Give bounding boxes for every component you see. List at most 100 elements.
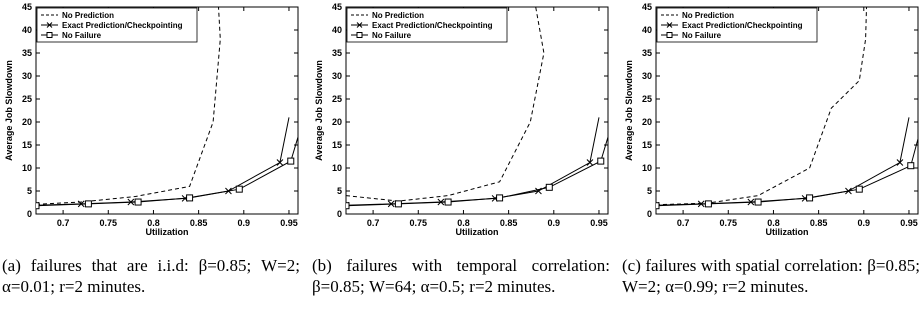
y-tick-label: 40 [642,25,652,35]
x-tick-label: 0.95 [900,218,918,228]
y-tick-label: 30 [22,71,32,81]
data-point-square-marker [806,194,814,202]
series-line-no-failure [656,136,918,207]
data-point-square-marker [186,194,194,202]
x-tick-label: 0.95 [280,218,298,228]
legend-label: No Failure [62,31,102,40]
y-tick-label: 10 [332,163,342,173]
series-line-exact-prediction-checkpointing [656,117,910,206]
y-tick-label: 35 [332,48,342,58]
legend-label: Exact Prediction/Checkpointing [682,21,803,30]
x-axis-label: Utilization [146,227,189,237]
data-point-square-marker [346,202,350,210]
x-tick-label: 0.75 [720,218,738,228]
series-line-exact-prediction-checkpointing [36,117,290,206]
data-point-square-marker [704,200,712,208]
legend-label: No Prediction [372,11,424,20]
y-tick-label: 10 [22,163,32,173]
data-point-square-marker [656,202,660,210]
data-point-x-marker [276,159,284,166]
legend-label: No Failure [372,31,412,40]
legend-marker-x [356,22,363,28]
series-group [346,7,608,210]
legend-marker-x [46,22,53,28]
y-tick-label: 20 [22,117,32,127]
plot-frame [35,6,299,215]
x-tick-label: 0.9 [548,218,561,228]
legend-marker-x [666,22,673,28]
data-point-square-marker [394,200,402,208]
y-tick-label: 15 [642,140,652,150]
y-tick-label: 25 [642,94,652,104]
y-axis-label: Average Job Slowdown [624,60,634,161]
legend-label: Exact Prediction/Checkpointing [372,21,493,30]
data-point-square-marker [907,162,915,170]
caption-c: (c) failures with spatial correlation: β… [622,256,920,296]
legend-label: No Prediction [62,11,114,20]
x-tick-label: 0.7 [57,218,70,228]
y-tick-label: 20 [332,117,342,127]
data-point-square-marker [754,198,762,206]
data-point-square-marker [134,198,142,206]
y-tick-label: 40 [22,25,32,35]
y-axis-label: Average Job Slowdown [4,60,14,161]
series-line-no-failure [36,135,298,207]
x-axis-label: Utilization [766,227,809,237]
data-point-square-marker [235,185,243,193]
y-tick-label: 30 [642,71,652,81]
series-line-no-prediction [36,7,221,205]
x-tick-label: 0.7 [677,218,690,228]
legend-box [36,7,198,43]
caption-a: (a) failures that are i.i.d: β=0.85; W=2… [2,256,300,296]
y-tick-label: 40 [332,25,342,35]
y-tick-label: 0 [647,209,652,219]
chart-b: 0 5 10 15 20 25 30 35 40 45 0.7 0.75 0.8 0.85 0.9 0.95 U… [314,2,609,237]
y-tick-label: 5 [647,186,652,196]
plot-frame [655,6,919,215]
plot-frame [345,6,609,215]
chart-c: 0 5 10 15 20 25 30 35 40 45 0.7 0.75 0.8 0.85 0.9 0.95 U… [624,2,919,237]
legend-marker-square [356,32,363,38]
x-tick-label: 0.85 [500,218,518,228]
x-tick-label: 0.75 [410,218,428,228]
legend-label: No Prediction [682,11,734,20]
x-tick-label: 0.7 [367,218,380,228]
data-point-square-marker [84,200,92,208]
caption-b: (b) failures with temporal correlation: … [312,256,610,296]
data-point-square-marker [545,183,553,191]
x-axis-label: Utilization [456,227,499,237]
x-tick-label: 0.75 [100,218,118,228]
y-tick-label: 45 [642,2,652,12]
x-tick-label: 0.85 [810,218,828,228]
x-tick-label: 0.95 [590,218,608,228]
legend-box [656,7,818,43]
data-point-square-marker [287,157,295,165]
y-tick-label: 15 [332,140,342,150]
y-tick-label: 5 [27,186,32,196]
legend-marker-square [46,32,53,38]
y-tick-label: 45 [22,2,32,12]
y-tick-label: 0 [337,209,342,219]
data-point-square-marker [496,194,504,202]
y-tick-label: 10 [642,163,652,173]
y-tick-label: 15 [22,140,32,150]
y-tick-label: 45 [332,2,342,12]
y-tick-label: 35 [642,48,652,58]
legend-box [346,7,508,43]
y-tick-label: 25 [22,94,32,104]
y-tick-label: 5 [337,186,342,196]
y-tick-label: 20 [642,117,652,127]
y-axis-label: Average Job Slowdown [314,60,324,161]
x-tick-label: 0.85 [190,218,208,228]
legend-label: Exact Prediction/Checkpointing [62,21,183,30]
series-group [36,7,298,210]
data-point-square-marker [597,157,605,165]
data-point-x-marker [586,159,594,166]
y-tick-label: 35 [22,48,32,58]
chart-panel-b: 0 5 10 15 20 25 30 35 40 45 0.7 0.75 0.8 0.85 0.9 0.95 U… [310,0,610,335]
data-point-square-marker [36,202,40,210]
series-line-no-prediction [656,7,867,206]
